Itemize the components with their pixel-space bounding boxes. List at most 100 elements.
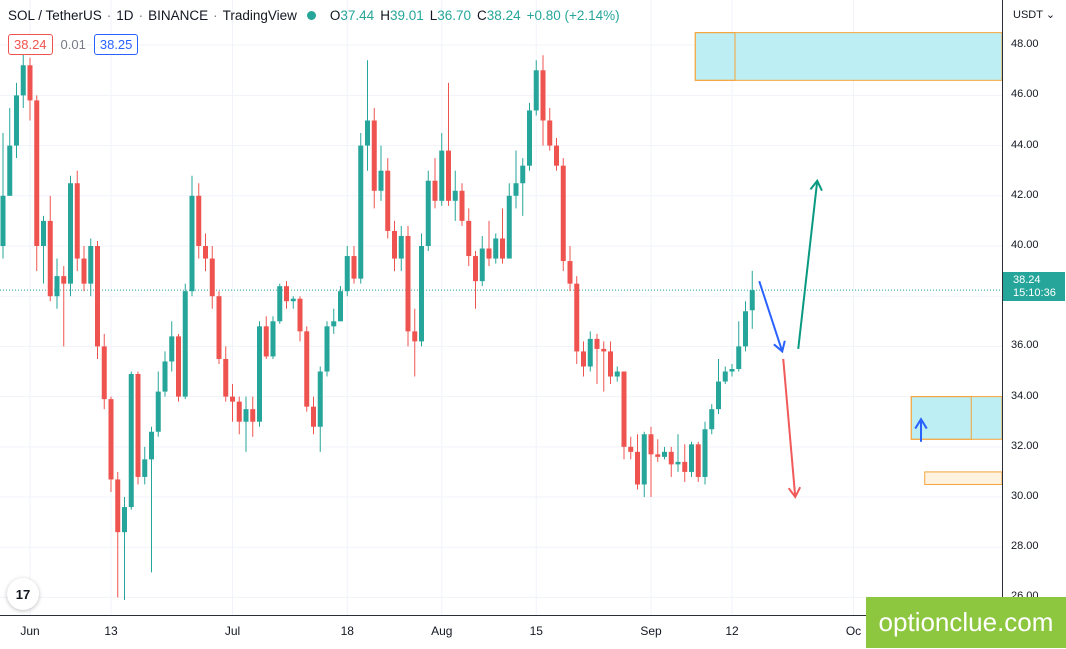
price-tick-label: 30.00	[1011, 490, 1039, 503]
candle-body	[0, 195, 6, 246]
candle-body	[446, 150, 451, 201]
candle-body	[230, 396, 235, 402]
candle-body	[493, 238, 499, 259]
trade-buttons: 38.24 0.01 38.25	[8, 34, 139, 55]
candle-body	[722, 371, 728, 382]
candle-body	[284, 286, 289, 302]
time-tick-label: 18	[340, 624, 354, 638]
projection-arrow-breakdown	[782, 358, 797, 498]
candle-body	[223, 358, 229, 397]
candle-body	[122, 507, 127, 533]
candle-body	[749, 290, 755, 311]
candle-body	[628, 446, 634, 452]
price-axis[interactable]: USDT ⌄ 48.0046.0044.0042.0040.0038.0036.…	[1002, 0, 1066, 615]
candle-body	[358, 145, 364, 279]
time-tick-label: Jun	[20, 624, 40, 638]
projection-arrow-down	[758, 280, 784, 352]
interval[interactable]: 1D	[116, 8, 134, 23]
time-tick-label: Jul	[224, 624, 241, 638]
candle-body	[452, 190, 458, 201]
currency-selector[interactable]: USDT ⌄	[1013, 8, 1055, 21]
candle-body	[412, 331, 418, 342]
candle-body	[648, 434, 654, 455]
candle-body	[520, 165, 526, 184]
price-zone	[910, 396, 1002, 440]
sell-button[interactable]: 38.24	[8, 34, 53, 55]
price-tick-label: 32.00	[1011, 439, 1039, 452]
candlestick-chart[interactable]	[0, 0, 1002, 615]
candle-body	[61, 276, 67, 284]
price-zone	[924, 471, 1002, 485]
candle-body	[331, 321, 337, 327]
candle-body	[243, 409, 249, 422]
candle-body	[662, 451, 667, 457]
candle-body	[236, 401, 242, 422]
chevron-down-icon: ⌄	[1045, 9, 1056, 21]
candle-body	[142, 459, 148, 477]
time-axis[interactable]: Jun 13 Jul 18 Aug 15 Sep 12 Oc	[0, 615, 1002, 649]
candle-body	[506, 195, 512, 259]
candle-body	[270, 321, 276, 357]
candle-body	[567, 261, 573, 284]
candle-body	[95, 246, 100, 347]
candle-body	[203, 246, 208, 259]
candle-body	[425, 180, 431, 246]
candle-body	[709, 409, 715, 430]
buy-button[interactable]: 38.25	[93, 34, 139, 55]
candle-body	[290, 298, 296, 302]
candle-body	[115, 479, 121, 533]
candle-body	[108, 399, 114, 480]
candle-body	[135, 374, 141, 477]
entry-arrow-head	[914, 417, 928, 430]
separator: ·	[106, 8, 112, 23]
candle-body	[473, 256, 478, 282]
projection-arrow-down-head	[773, 340, 786, 354]
candle-body	[176, 336, 181, 397]
candle-body	[74, 183, 80, 259]
candle-body	[317, 371, 323, 427]
candle-body	[479, 248, 485, 282]
tradingview-logo-text: 17	[15, 586, 31, 602]
candle-body	[101, 346, 107, 400]
candle-body	[513, 183, 519, 196]
candle-body	[560, 165, 566, 262]
candle-body	[277, 286, 283, 322]
candle-body	[614, 371, 620, 377]
candle-body	[466, 220, 472, 257]
candle-body	[689, 444, 694, 472]
candle-body	[668, 451, 674, 465]
market-status-icon[interactable]	[306, 11, 316, 20]
candle-body	[155, 391, 161, 432]
candle-body	[675, 461, 681, 465]
symbol-name[interactable]: SOL / TetherUS	[8, 8, 102, 23]
candle-body	[297, 298, 303, 332]
candle-body	[554, 145, 559, 166]
close-label: C	[477, 8, 487, 23]
current-price-label: 38.24 15:10:36	[1003, 272, 1065, 301]
tradingview-logo[interactable]: 17	[7, 578, 39, 610]
candle-body	[324, 326, 330, 372]
candle-body	[378, 170, 384, 191]
platform: TradingView	[222, 8, 297, 23]
price-tick-label: 46.00	[1011, 88, 1039, 101]
price-tick-label: 40.00	[1011, 239, 1039, 251]
candle-body	[695, 444, 701, 477]
price-zone-origin	[910, 396, 972, 440]
candle-body	[392, 230, 397, 259]
candle-body	[405, 235, 411, 332]
candle-body	[716, 381, 721, 410]
candle-body	[196, 195, 202, 246]
candle-body	[587, 338, 593, 367]
price-tick-label: 34.00	[1011, 389, 1039, 402]
candle-body	[398, 235, 404, 259]
symbol-legend: SOL / TetherUS · 1D · BINANCE · TradingV…	[8, 8, 620, 23]
time-tick-label: 12	[725, 624, 739, 638]
chart-area[interactable]: SOL / TetherUS · 1D · BINANCE · TradingV…	[0, 0, 1002, 615]
candle-body	[486, 248, 492, 259]
candle-body	[128, 374, 134, 508]
separator: ·	[138, 8, 144, 23]
candle-body	[182, 291, 188, 397]
candle-body	[432, 180, 438, 201]
close-value: 38.24	[486, 8, 521, 23]
candle-body	[189, 195, 195, 292]
